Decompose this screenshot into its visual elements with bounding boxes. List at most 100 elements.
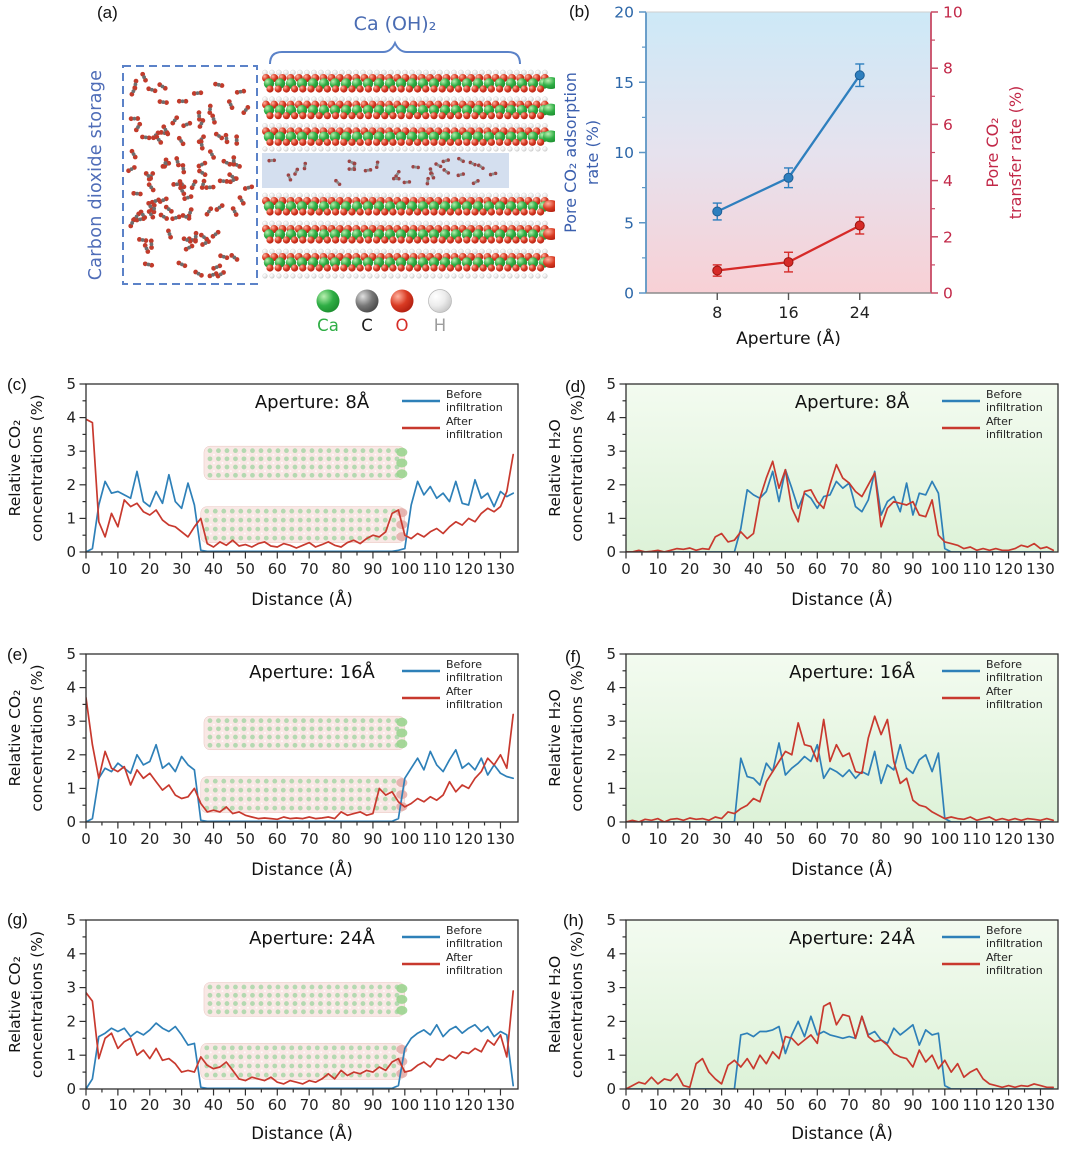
svg-text:3: 3 (66, 979, 76, 997)
svg-text:120: 120 (454, 1096, 483, 1114)
svg-text:1: 1 (66, 1046, 76, 1064)
y-axis-label: Relative H₂O (546, 419, 564, 517)
y-axis (619, 919, 626, 1090)
svg-text:100: 100 (930, 830, 959, 848)
svg-text:infiltration: infiltration (986, 401, 1043, 414)
storage-label: Carbon dioxide storage (86, 70, 106, 280)
svg-text:4: 4 (606, 679, 616, 697)
svg-text:120: 120 (994, 1096, 1023, 1114)
atom-h-label: H (434, 316, 446, 335)
svg-text:120: 120 (994, 560, 1023, 578)
svg-text:24: 24 (850, 303, 870, 322)
svg-text:0: 0 (624, 285, 634, 303)
svg-text:30: 30 (172, 560, 191, 578)
y-axis-label: Relative CO₂ (6, 956, 24, 1053)
svg-text:1: 1 (606, 509, 616, 527)
svg-text:After: After (986, 415, 1013, 428)
svg-text:concentrations (%): concentrations (%) (568, 394, 586, 541)
svg-text:20: 20 (614, 4, 634, 22)
svg-text:After: After (986, 685, 1013, 698)
ca-oh2-label: Ca (OH)₂ (354, 13, 437, 35)
svg-text:100: 100 (390, 830, 419, 848)
right-axis-label: Pore CO₂ (983, 117, 1002, 187)
panel-title: Aperture: 8Å (255, 391, 370, 413)
svg-text:50: 50 (776, 560, 795, 578)
svg-text:8: 8 (712, 303, 722, 322)
svg-text:0: 0 (621, 830, 631, 848)
svg-text:3: 3 (606, 712, 616, 730)
svg-text:0: 0 (606, 813, 616, 831)
svg-text:110: 110 (962, 1096, 991, 1114)
chart-c: 0 10 20 30 40 50 60 70 80 90 100 110 120 130 0 1 2 3 4 5 Ape… (6, 375, 519, 609)
crystal-inset (203, 715, 408, 751)
svg-text:5: 5 (606, 375, 616, 393)
svg-text:10: 10 (943, 4, 963, 22)
y-axis-label: Relative CO₂ (6, 690, 24, 787)
panel-b-adsorption-transfer-chart: 0 5 10 15 20 0 2 4 6 8 10 8 16 24 Pore CO₂ adsorption r… (560, 0, 1080, 352)
svg-text:5: 5 (66, 645, 76, 663)
panel-label-e: (e) (7, 645, 28, 664)
svg-text:0: 0 (81, 830, 91, 848)
svg-text:70: 70 (840, 1096, 859, 1114)
svg-text:Before: Before (986, 388, 1022, 401)
svg-text:infiltration: infiltration (986, 671, 1043, 684)
svg-text:130: 130 (1026, 830, 1055, 848)
svg-text:10: 10 (108, 1096, 127, 1114)
svg-text:110: 110 (962, 830, 991, 848)
svg-text:20: 20 (680, 830, 699, 848)
svg-text:4: 4 (606, 409, 616, 427)
svg-text:40: 40 (204, 830, 223, 848)
svg-text:2: 2 (943, 228, 953, 246)
svg-text:3: 3 (66, 712, 76, 730)
svg-text:10: 10 (108, 560, 127, 578)
svg-text:70: 70 (840, 560, 859, 578)
svg-text:10: 10 (648, 1096, 667, 1114)
svg-text:5: 5 (66, 911, 76, 929)
storage-box (122, 65, 258, 285)
chart-e: 0 10 20 30 40 50 60 70 80 90 100 110 120 130 0 1 2 3 4 5 Ape… (6, 645, 519, 879)
svg-text:120: 120 (454, 830, 483, 848)
svg-text:2: 2 (606, 476, 616, 494)
svg-text:80: 80 (332, 1096, 351, 1114)
x-axis-label: Distance (Å) (251, 590, 353, 609)
svg-text:infiltration: infiltration (446, 428, 503, 441)
svg-text:20: 20 (140, 560, 159, 578)
svg-text:90: 90 (363, 830, 382, 848)
svg-text:Before: Before (986, 658, 1022, 671)
after-infiltration-line (86, 990, 515, 1085)
atom-h-sphere (428, 289, 452, 313)
svg-text:80: 80 (332, 560, 351, 578)
svg-text:40: 40 (744, 830, 763, 848)
plot-area (626, 384, 1058, 552)
panel-a-structure-diagram: Ca (OH)₂ Carbon dioxide storage Ca C O H (85, 0, 555, 350)
svg-text:60: 60 (808, 560, 827, 578)
crystal-inset (203, 445, 408, 481)
svg-text:70: 70 (300, 1096, 319, 1114)
svg-text:10: 10 (648, 830, 667, 848)
svg-text:0: 0 (621, 1096, 631, 1114)
x-axis-label: Distance (Å) (791, 590, 893, 609)
svg-text:40: 40 (204, 1096, 223, 1114)
svg-text:infiltration: infiltration (446, 401, 503, 414)
svg-text:100: 100 (390, 1096, 419, 1114)
y-axis (79, 653, 86, 823)
adsorption-series (712, 63, 865, 221)
svg-text:130: 130 (1026, 560, 1055, 578)
svg-text:infiltration: infiltration (446, 671, 503, 684)
panel-title: Aperture: 16Å (249, 661, 375, 683)
svg-text:50: 50 (236, 830, 255, 848)
after-infiltration-line (86, 418, 515, 549)
svg-text:5: 5 (606, 645, 616, 663)
plot-area (626, 654, 1058, 822)
svg-text:40: 40 (744, 560, 763, 578)
chart-h: 0 10 20 30 40 50 60 70 80 90 100 110 120 130 0 1 2 3 4 5 Ape… (546, 911, 1059, 1143)
svg-text:20: 20 (680, 560, 699, 578)
svg-text:0: 0 (66, 543, 76, 561)
svg-text:4: 4 (606, 945, 616, 963)
svg-text:50: 50 (236, 1096, 255, 1114)
svg-text:After: After (986, 951, 1013, 964)
svg-text:100: 100 (930, 1096, 959, 1114)
svg-text:80: 80 (872, 560, 891, 578)
panel-g-co2-profile-24A-chart: 0 10 20 30 40 50 60 70 80 90 100 110 120 130 0 1 2 3 4 5 Ape… (0, 908, 540, 1153)
